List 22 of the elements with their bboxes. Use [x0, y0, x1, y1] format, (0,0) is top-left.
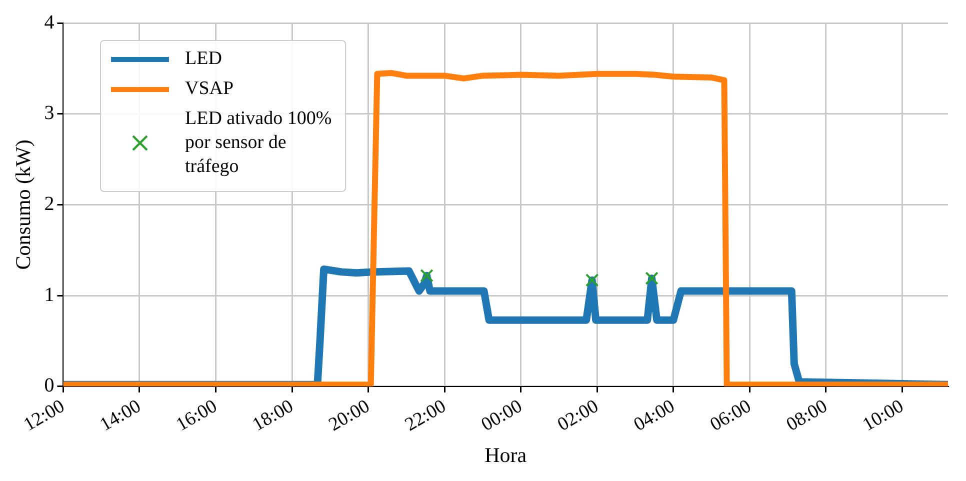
- x-tick-label: 20:00: [325, 396, 374, 436]
- x-tick-label: 00:00: [478, 396, 526, 436]
- x-tick-label: 16:00: [172, 396, 221, 436]
- x-tick-label: 02:00: [554, 396, 602, 436]
- x-tick-label: 04:00: [630, 396, 678, 436]
- legend-label: LED ativado 100% por sensor de tráfego: [185, 107, 333, 179]
- x-tick-label: 18:00: [249, 396, 298, 436]
- x-tick-label: 22:00: [402, 396, 450, 436]
- x-tick-label: 06:00: [706, 396, 755, 436]
- x-tick-label: 14:00: [96, 396, 144, 436]
- x-axis-title: Hora: [484, 442, 528, 467]
- legend-label: LED: [185, 47, 222, 71]
- y-tick-label: 0: [44, 374, 54, 397]
- x-tick-label: 12:00: [20, 396, 68, 436]
- y-tick-label: 1: [44, 284, 54, 306]
- legend-label: VSAP: [185, 77, 234, 101]
- x-tick-label: 08:00: [782, 396, 831, 436]
- y-tick-label: 2: [44, 192, 54, 215]
- y-tick-label: 3: [44, 102, 54, 124]
- y-tick-label: 4: [44, 11, 54, 34]
- y-axis-title: Consumo (kW): [11, 140, 36, 270]
- x-tick-label: 10:00: [859, 396, 908, 436]
